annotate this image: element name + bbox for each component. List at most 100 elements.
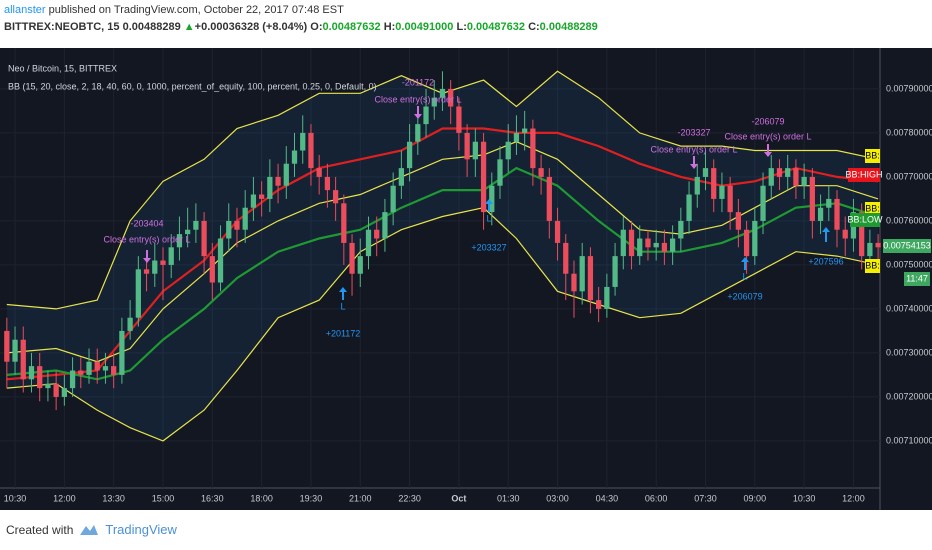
candle-body	[669, 238, 676, 252]
candle-body	[505, 141, 511, 160]
candle-body	[785, 168, 791, 177]
change: +0.00036328 (+8.04%)	[194, 21, 308, 33]
y-tick-label: 0.00780000	[886, 127, 932, 137]
trade-side: L	[340, 301, 345, 311]
indicator-line	[6, 207, 879, 442]
brand[interactable]: TradingView	[105, 522, 177, 537]
candle-body	[291, 150, 298, 164]
published: published on TradingView.com, October 22…	[48, 4, 344, 16]
candle-body	[324, 176, 331, 191]
candle-body	[735, 212, 742, 230]
candle-body	[275, 176, 281, 186]
candle-body	[653, 242, 659, 248]
trade-amount: -203404	[130, 218, 163, 228]
header: allanster published on TradingView.com, …	[4, 2, 598, 36]
candle-body	[596, 300, 602, 309]
candle-body	[226, 220, 232, 239]
x-tick-label: 19:30	[300, 493, 323, 503]
trade-arrow-head	[485, 199, 493, 204]
candle-body	[143, 269, 150, 274]
x-tick-label: 18:00	[250, 493, 273, 503]
h-value: 0.00491000	[395, 21, 454, 33]
h-label: H:	[383, 21, 396, 33]
indicator-line	[6, 166, 879, 381]
candle-body	[875, 242, 881, 248]
candle-body	[250, 194, 257, 208]
trade-arrow-head	[414, 114, 422, 119]
x-tick-label: 12:00	[53, 493, 76, 503]
indicator-line	[6, 141, 879, 363]
candle-body	[686, 194, 692, 221]
candle-body	[604, 286, 610, 309]
trade-text: Close entry(s) order L	[374, 94, 461, 104]
candle-body	[587, 256, 594, 301]
o-value: 0.00487632	[322, 21, 381, 33]
trade-amount: +206079	[727, 291, 762, 301]
candle-body	[61, 388, 67, 397]
price-label-bg	[883, 239, 931, 253]
candle-body	[571, 273, 577, 292]
price-label-bg	[865, 202, 880, 216]
x-tick-label: 16:30	[201, 493, 224, 503]
y-tick-label: 0.00740000	[886, 303, 932, 313]
trade-arrow-head	[339, 287, 347, 292]
candle-body	[382, 212, 388, 239]
last: 0.00488289	[122, 21, 181, 33]
candle-body	[406, 141, 413, 169]
candle-body	[300, 132, 306, 151]
arrow: ▲	[183, 21, 195, 33]
trade-side: L	[742, 271, 747, 281]
candle-body	[760, 185, 766, 221]
candle-body	[431, 97, 437, 107]
candle-body	[242, 207, 248, 230]
candle-body	[489, 185, 495, 213]
y-tick-label: 0.00720000	[886, 391, 932, 401]
candle-body	[678, 220, 684, 239]
candle-body	[374, 229, 380, 239]
trade-amount: -206079	[751, 116, 784, 126]
candle-body	[719, 185, 725, 199]
chart-background	[0, 48, 932, 510]
candle-body	[801, 176, 807, 186]
y-tick-label: 0.00750000	[886, 259, 932, 269]
trade-arrow-head	[690, 164, 698, 169]
price-label-bg	[904, 272, 930, 286]
candle-body	[859, 212, 865, 257]
publish-line: allanster published on TradingView.com, …	[4, 2, 598, 19]
candle-body	[522, 128, 528, 133]
x-tick-label: 06:00	[645, 493, 668, 503]
candle-body	[283, 163, 289, 186]
y-tick-label: 0.00790000	[886, 83, 932, 93]
trade-amount: -201172	[402, 77, 434, 87]
y-tick-label: 0.00760000	[886, 215, 932, 225]
x-tick-label: 10:30	[4, 493, 27, 503]
trade-amount: +203327	[471, 242, 506, 252]
chart-subtitle: BB (15, 20, close, 2, 18, 40, 60, 0, 100…	[8, 81, 377, 91]
candle-body	[842, 229, 848, 239]
candle-body	[12, 339, 18, 362]
candle-body	[45, 383, 51, 389]
candle-body	[234, 220, 240, 230]
price-label: BB:LOW	[847, 214, 883, 224]
symbol: BITTREX:NEOBTC, 15	[4, 21, 120, 33]
author[interactable]: allanster	[4, 4, 46, 16]
candle-body	[28, 366, 35, 380]
candle-body	[743, 229, 750, 257]
candle-body	[554, 220, 561, 243]
candle-body	[612, 256, 618, 287]
c-label: C:	[528, 21, 540, 33]
candle-body	[867, 242, 873, 257]
candle-body	[4, 330, 10, 362]
c-value: 0.00488289	[539, 21, 598, 33]
price-label: BB:	[865, 150, 880, 160]
candle-body	[472, 141, 478, 160]
candle-body	[702, 168, 709, 177]
x-tick-label: Oct	[451, 493, 466, 503]
x-tick-label: 07:30	[694, 493, 717, 503]
candle-body	[563, 242, 569, 274]
trade-text: Close entry(s) order L	[724, 131, 811, 141]
price-label-bg	[850, 213, 880, 227]
candle-body	[349, 242, 355, 274]
candle-body	[530, 128, 536, 169]
candle-body	[86, 361, 92, 375]
